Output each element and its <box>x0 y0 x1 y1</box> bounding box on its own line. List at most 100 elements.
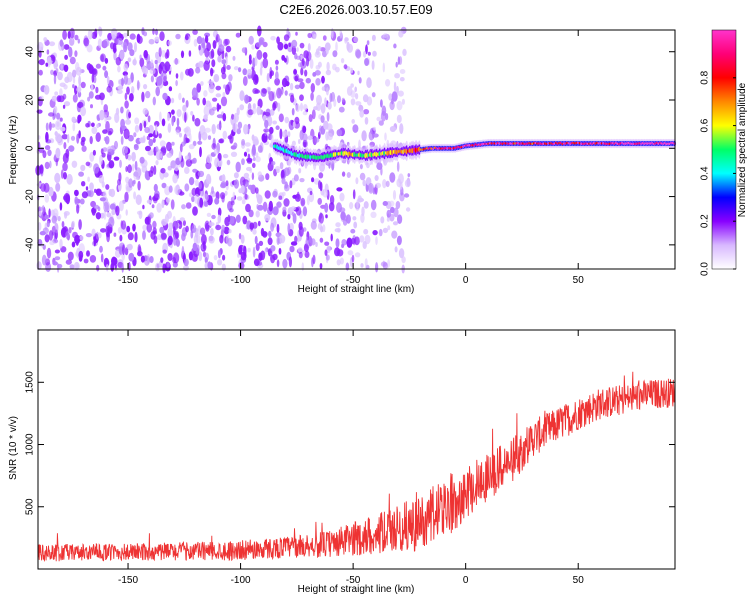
noise-cell <box>60 126 66 132</box>
noise-cell <box>98 232 102 239</box>
noise-cell <box>48 208 51 218</box>
noise-cell <box>147 115 151 123</box>
noise-cell <box>68 46 73 58</box>
noise-cell <box>160 167 166 174</box>
noise-cell <box>158 63 163 75</box>
noise-cell <box>111 27 118 39</box>
noise-cell <box>312 72 317 77</box>
noise-cell <box>183 258 189 267</box>
noise-cell <box>48 112 55 117</box>
noise-cell <box>247 247 251 253</box>
noise-cell <box>75 239 79 246</box>
noise-cell <box>352 189 356 200</box>
noise-cell <box>289 180 293 189</box>
noise-cell <box>44 234 50 243</box>
noise-cell <box>235 32 241 38</box>
noise-cell <box>211 59 216 68</box>
noise-cell <box>116 89 123 95</box>
noise-cell <box>276 223 280 234</box>
noise-cell <box>103 137 107 142</box>
noise-cell <box>335 222 341 228</box>
noise-cell <box>133 57 137 66</box>
noise-cell <box>160 72 168 83</box>
noise-cell <box>48 230 54 241</box>
noise-cell <box>46 220 50 228</box>
noise-cell <box>294 193 301 202</box>
noise-cell <box>321 86 326 91</box>
noise-cell <box>276 36 280 44</box>
noise-cell <box>133 170 140 180</box>
snr-ylabel: SNR (10 * v/v) <box>8 416 19 480</box>
noise-cell <box>155 160 159 166</box>
noise-cell <box>160 233 167 240</box>
noise-cell <box>142 135 146 144</box>
noise-cell <box>262 201 268 212</box>
noise-cell <box>114 140 118 150</box>
noise-cell <box>222 254 226 261</box>
noise-cell <box>184 112 187 123</box>
noise-cell <box>204 252 210 261</box>
snr-xtick-label: -150 <box>118 575 138 586</box>
noise-cell <box>59 238 63 249</box>
noise-cell <box>81 191 88 199</box>
noise-cell <box>382 179 387 189</box>
noise-cell <box>41 254 47 266</box>
noise-cell <box>127 134 134 142</box>
noise-cell <box>211 125 215 131</box>
noise-cell <box>105 184 110 190</box>
noise-cell <box>159 31 165 42</box>
noise-cell <box>292 121 296 128</box>
noise-cell <box>128 178 133 188</box>
noise-cell <box>388 200 395 207</box>
noise-cell <box>356 199 359 209</box>
noise-cell <box>162 263 166 274</box>
noise-cell <box>375 262 379 273</box>
noise-cell <box>295 103 300 112</box>
spectrogram-ytick-label: 0 <box>25 145 36 151</box>
noise-cell <box>204 220 210 230</box>
spectrogram-ytick-label: -40 <box>25 237 36 252</box>
noise-cell <box>276 236 280 245</box>
noise-cell <box>150 166 154 174</box>
noise-cell <box>124 191 129 203</box>
noise-cell <box>107 32 113 41</box>
noise-cell <box>226 65 231 70</box>
noise-cell <box>80 140 85 146</box>
noise-cell <box>365 44 368 55</box>
noise-cell <box>275 65 279 71</box>
noise-cell <box>382 33 389 39</box>
noise-cell <box>238 261 245 270</box>
noise-cell <box>194 117 201 127</box>
noise-cell <box>38 59 45 66</box>
noise-cell <box>287 158 292 166</box>
noise-cell <box>41 205 45 215</box>
noise-cell <box>131 86 135 94</box>
noise-cell <box>306 195 310 206</box>
noise-cell <box>114 112 120 124</box>
noise-cell <box>354 236 360 246</box>
noise-cell <box>251 44 255 50</box>
noise-cell <box>152 96 156 106</box>
noise-cell <box>351 254 355 263</box>
noise-cell <box>182 220 186 226</box>
noise-cell <box>124 92 128 101</box>
noise-cell <box>288 256 292 268</box>
noise-cell <box>385 113 389 121</box>
noise-cell <box>353 221 358 229</box>
noise-cell <box>171 141 175 146</box>
noise-cell <box>207 261 212 269</box>
noise-cell <box>336 202 342 213</box>
snr-line <box>37 371 676 562</box>
noise-cell <box>188 50 192 57</box>
noise-cell <box>111 256 117 266</box>
noise-cell <box>302 110 308 116</box>
noise-cell <box>346 41 350 51</box>
noise-cell <box>262 41 268 48</box>
spectrogram-xlabel: Height of straight line (km) <box>298 284 415 295</box>
noise-cell <box>133 144 139 151</box>
noise-cell <box>162 172 169 178</box>
noise-cell <box>382 262 388 270</box>
noise-cell <box>389 213 395 222</box>
noise-cell <box>270 70 274 77</box>
noise-cell <box>65 231 70 240</box>
